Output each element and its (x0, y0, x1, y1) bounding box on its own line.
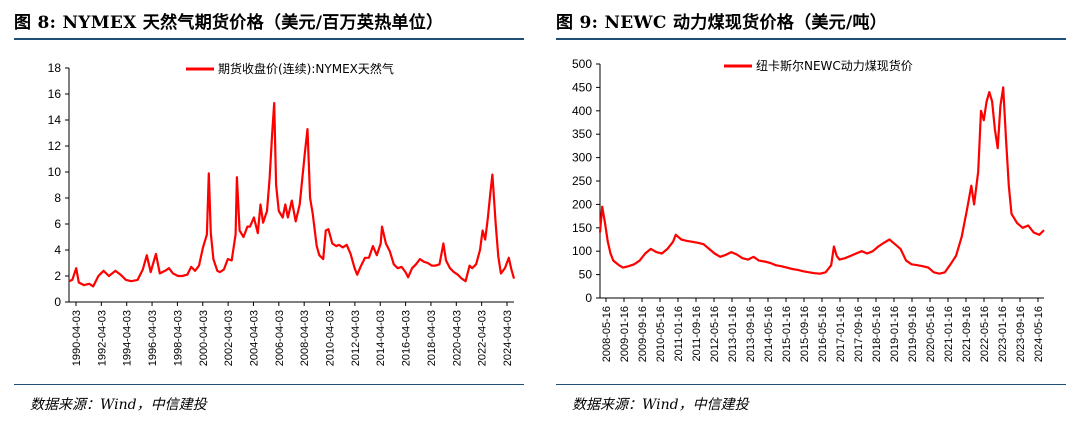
x-tick-label: 2006-04-03 (274, 310, 286, 366)
series-line (598, 86, 1045, 275)
right-figure-panel: 图 9: NEWC 动力煤现货价格（美元/吨） 0 50 100 150 200 250 3… (556, 0, 1076, 422)
x-tick-label: 2024-05-16 (1033, 306, 1045, 362)
y-tick-label: 300 (572, 151, 592, 165)
y-tick-label: 200 (572, 197, 592, 211)
x-tick-label: 1996-04-03 (147, 310, 159, 366)
y-tick-label: 350 (572, 127, 592, 141)
figure-title: 图 8: NYMEX 天然气期货价格（美元/百万英热单位） (14, 13, 444, 33)
x-tick-label: 2020-05-16 (925, 306, 937, 362)
x-tick-label: 2000-04-03 (198, 310, 210, 366)
x-tick-label: 2011-09-16 (691, 306, 703, 361)
x-tick-label: 2018-05-16 (871, 306, 883, 362)
x-tick-label: 1998-04-03 (172, 310, 184, 366)
x-tick-label: 2013-01-16 (727, 306, 739, 362)
x-tick-label: 2008-04-03 (299, 310, 311, 366)
y-tick-label: 450 (572, 80, 592, 94)
y-tick-label: 400 (572, 104, 592, 118)
x-tick-label: 2012-05-16 (709, 306, 721, 362)
x-tick-label: 2018-04-03 (426, 310, 438, 366)
x-tick-label: 2004-04-03 (248, 310, 260, 366)
x-tick-label: 2008-05-16 (601, 306, 613, 362)
y-tick-label: 12 (48, 139, 62, 153)
y-tick-label: 150 (572, 221, 592, 235)
natural-gas-price-chart: 0 2 4 6 8 10 12 14 16 18 1990-04-03 1992-04-03 1994-… (48, 61, 516, 366)
x-tick-label: 2002-04-03 (223, 310, 235, 366)
x-tick-label: 2023-09-16 (1015, 306, 1027, 362)
y-tick-label: 50 (579, 268, 593, 282)
y-tick-label: 100 (572, 244, 592, 258)
x-tick-label: 2014-04-03 (375, 310, 387, 366)
x-tick-label: 2010-05-16 (655, 306, 667, 362)
y-tick-label: 18 (48, 61, 62, 75)
legend: 纽卡斯尔NEWC动力煤现货价 (724, 58, 913, 73)
y-tick-label: 250 (572, 174, 592, 188)
source-note: 数据来源：Wind，中信建投 (572, 397, 749, 413)
legend-label: 纽卡斯尔NEWC动力煤现货价 (756, 58, 913, 73)
legend-label: 期货收盘价(连续):NYMEX天然气 (218, 61, 394, 76)
x-tick-label: 2016-05-16 (817, 306, 829, 362)
x-tick-label: 1994-04-03 (122, 310, 134, 366)
x-tick-label: 2009-09-16 (637, 306, 649, 362)
legend: 期货收盘价(连续):NYMEX天然气 (186, 61, 394, 76)
title-divider (556, 38, 1066, 40)
x-tick-label: 2021-09-16 (961, 306, 973, 362)
x-tick-label: 2022-05-16 (979, 306, 991, 362)
y-tick-label: 0 (54, 295, 61, 309)
x-tick-label: 2013-09-16 (745, 306, 757, 362)
y-tick-label: 2 (54, 269, 61, 283)
x-tick-label: 2017-09-16 (853, 306, 865, 362)
x-tick-label: 2011-01-16 (673, 306, 685, 361)
x-tick-label: 2022-04-03 (477, 310, 489, 366)
x-tick-label: 2024-04-03 (502, 310, 514, 366)
x-tick-label: 2021-01-16 (943, 306, 955, 362)
source-divider (556, 384, 1066, 385)
x-tick-label: 2019-01-16 (889, 306, 901, 362)
x-tick-label: 2015-01-16 (781, 306, 793, 362)
x-tick-label: 2016-04-03 (401, 310, 413, 366)
y-tick-label: 500 (572, 57, 592, 71)
title-divider (14, 38, 524, 40)
x-tick-label: 2010-04-03 (325, 310, 337, 366)
x-tick-label: 2012-04-03 (350, 310, 362, 366)
x-tick-label: 2019-09-16 (907, 306, 919, 362)
figure-title: 图 9: NEWC 动力煤现货价格（美元/吨） (556, 13, 888, 33)
y-tick-label: 8 (54, 191, 61, 205)
x-tick-label: 2017-01-16 (835, 306, 847, 362)
y-tick-label: 6 (54, 217, 61, 231)
y-tick-label: 16 (48, 87, 62, 101)
x-tick-label: 2009-01-16 (619, 306, 631, 362)
x-tick-label: 2014-05-16 (763, 306, 775, 362)
source-note: 数据来源：Wind，中信建投 (30, 397, 207, 413)
y-tick-label: 10 (48, 165, 62, 179)
x-tick-label: 1990-04-03 (71, 310, 83, 366)
y-tick-label: 14 (48, 113, 62, 127)
series-line (68, 101, 516, 288)
x-tick-label: 2015-09-16 (799, 306, 811, 362)
y-tick-label: 4 (54, 243, 61, 257)
y-tick-label: 0 (585, 291, 592, 305)
source-divider (14, 384, 524, 385)
x-tick-label: 2023-01-16 (997, 306, 1009, 362)
newc-coal-price-chart: 0 50 100 150 200 250 300 350 400 450 500 2008-05-16… (572, 57, 1045, 362)
x-tick-label: 1992-04-03 (96, 310, 108, 366)
left-figure-panel: 图 8: NYMEX 天然气期货价格（美元/百万英热单位） 0 2 4 6 8 10 12 1… (14, 0, 534, 422)
x-tick-label: 2020-04-03 (451, 310, 463, 366)
